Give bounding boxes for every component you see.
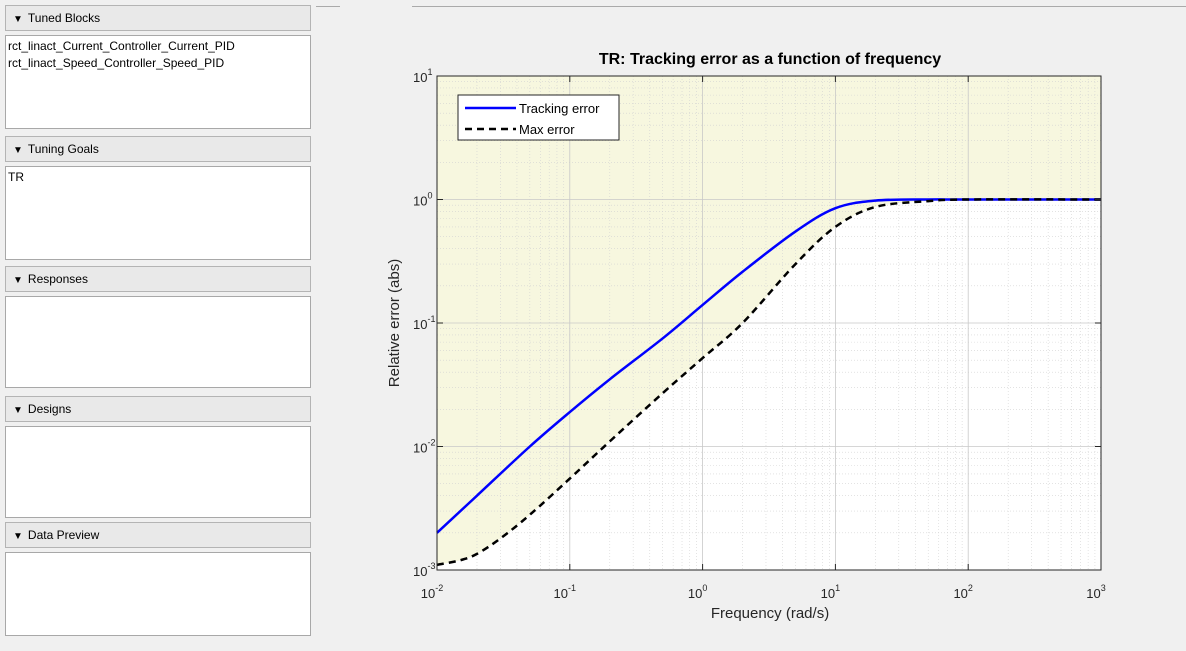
legend[interactable]: Tracking error Max error: [457, 94, 620, 141]
tab-edge: [412, 0, 1186, 7]
series-line-tracking-error: [436, 198, 1101, 534]
x-tick-label: 100: [688, 583, 707, 601]
tuning-goals-section: ▼ Tuning Goals TR: [5, 136, 311, 260]
data-preview-title: Data Preview: [27, 528, 100, 542]
y-tick-label: 101: [413, 67, 432, 85]
y-axis-label: Relative error (abs): [386, 259, 403, 387]
data-preview-header[interactable]: ▼ Data Preview: [5, 522, 311, 548]
designs-list[interactable]: [5, 426, 311, 518]
x-tick-label: 10-1: [554, 583, 576, 601]
list-item[interactable]: TR: [8, 170, 24, 184]
collapse-triangle-icon[interactable]: ▼: [13, 531, 23, 542]
data-preview-section: ▼ Data Preview: [5, 522, 311, 636]
list-item[interactable]: rct_linact_Speed_Controller_Speed_PID: [8, 56, 225, 70]
x-tick-label: 103: [1086, 583, 1105, 601]
collapse-triangle-icon[interactable]: ▼: [13, 275, 23, 286]
y-tick-label: 10-3: [413, 561, 435, 579]
x-tick-label: 101: [821, 583, 840, 601]
tab-edge: [316, 0, 340, 7]
responses-title: Responses: [27, 272, 88, 286]
tuned-blocks-title: Tuned Blocks: [27, 11, 101, 25]
tracking-error-chart[interactable]: 10-2 10-1 100 101 102 103 10-3 10-2 10-1 100 101 T…: [316, 0, 1186, 651]
tuned-blocks-section: ▼ Tuned Blocks rct_linact_Current_Control…: [5, 5, 311, 129]
responses-header[interactable]: ▼ Responses: [5, 266, 311, 292]
tuned-blocks-header[interactable]: ▼ Tuned Blocks: [5, 5, 311, 31]
plot-area: 10-2 10-1 100 101 102 103 10-3 10-2 10-1 100 101 T…: [316, 0, 1186, 651]
designs-section: ▼ Designs: [5, 396, 311, 518]
tuning-goals-header[interactable]: ▼ Tuning Goals: [5, 136, 311, 162]
y-tick-label: 100: [413, 191, 432, 209]
responses-list[interactable]: [5, 296, 311, 388]
series-line-max-error: [436, 198, 1102, 567]
y-tick-label: 10-2: [413, 438, 435, 456]
tuning-goals-list[interactable]: TR: [5, 166, 311, 260]
responses-section: ▼ Responses: [5, 266, 311, 388]
tab-strip: [316, 0, 1186, 7]
legend-box: [457, 94, 620, 141]
designs-header[interactable]: ▼ Designs: [5, 396, 311, 422]
legend-label-max-error: Max error: [519, 122, 575, 137]
designs-title: Designs: [27, 402, 72, 416]
x-axis-label: Frequency (rad/s): [711, 605, 829, 622]
chart-title: TR: Tracking error as a function of freq…: [599, 51, 941, 68]
collapse-triangle-icon[interactable]: ▼: [13, 145, 23, 156]
tuning-goals-title: Tuning Goals: [27, 142, 99, 156]
data-preview-list[interactable]: [5, 552, 311, 636]
y-tick-label: 10-1: [413, 314, 435, 332]
collapse-triangle-icon[interactable]: ▼: [13, 14, 23, 25]
tuned-blocks-list[interactable]: rct_linact_Current_Controller_Current_PI…: [5, 35, 311, 129]
legend-label-tracking-error: Tracking error: [519, 101, 600, 116]
collapse-triangle-icon[interactable]: ▼: [13, 405, 23, 416]
list-item[interactable]: rct_linact_Current_Controller_Current_PI…: [8, 39, 235, 53]
left-panel: ▼ Tuned Blocks rct_linact_Current_Control…: [0, 0, 316, 651]
x-tick-label: 102: [953, 583, 972, 601]
x-tick-label: 10-2: [421, 583, 443, 601]
